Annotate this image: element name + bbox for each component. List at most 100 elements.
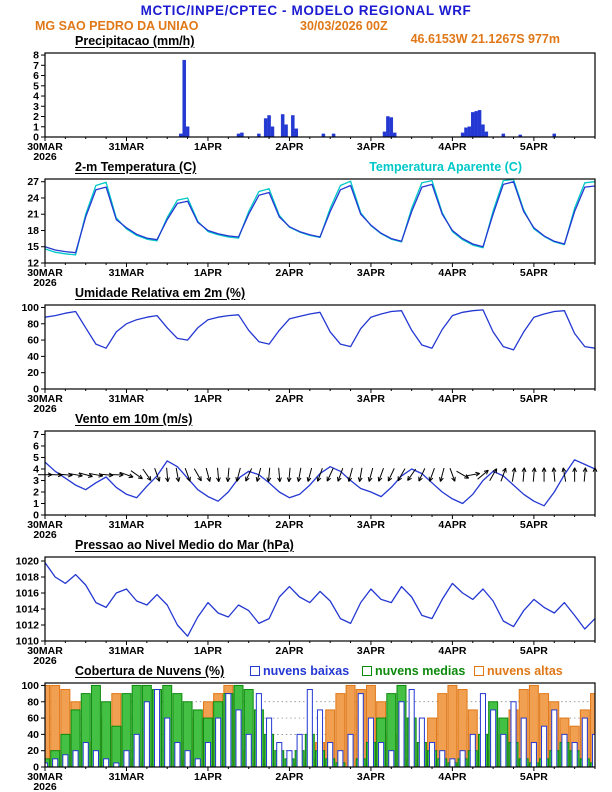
svg-text:2026: 2026: [33, 781, 57, 790]
svg-text:2APR: 2APR: [275, 645, 303, 657]
svg-text:2: 2: [33, 486, 39, 498]
legend-item-mid-clouds: nuvens medias: [362, 664, 465, 678]
svg-text:2APR: 2APR: [275, 519, 303, 531]
svg-text:2: 2: [33, 111, 39, 123]
svg-text:4: 4: [33, 91, 39, 103]
svg-text:3APR: 3APR: [357, 141, 385, 153]
svg-text:1018: 1018: [16, 572, 40, 584]
svg-text:2APR: 2APR: [275, 771, 303, 783]
svg-text:20: 20: [27, 745, 39, 757]
svg-text:0: 0: [33, 132, 39, 144]
svg-text:7: 7: [33, 60, 39, 72]
panel-temperature: 2-m Temperatura (C) Temperatura Aparente…: [0, 160, 612, 286]
svg-text:1010: 1010: [16, 636, 40, 648]
svg-text:4APR: 4APR: [438, 771, 466, 783]
svg-text:6: 6: [33, 440, 39, 452]
svg-text:1APR: 1APR: [194, 645, 222, 657]
svg-text:30MAR: 30MAR: [27, 645, 63, 657]
svg-text:2026: 2026: [33, 151, 57, 160]
svg-text:0: 0: [33, 762, 39, 774]
svg-text:60: 60: [27, 713, 39, 725]
svg-text:7: 7: [33, 429, 39, 441]
high-clouds-legend-label: nuvens altas: [487, 664, 563, 678]
svg-text:5APR: 5APR: [520, 645, 548, 657]
precipitation-title-row: Precipitacao (mm/h) 46.6153W 21.1267S 97…: [0, 32, 612, 50]
svg-text:2026: 2026: [33, 403, 57, 412]
svg-text:2026: 2026: [33, 277, 57, 286]
svg-text:1APR: 1APR: [194, 771, 222, 783]
svg-text:1014: 1014: [16, 604, 40, 616]
svg-text:4APR: 4APR: [438, 267, 466, 279]
wind-title-row: Vento em 10m (m/s): [0, 412, 612, 428]
station-coordinates: 46.6153W 21.1267S 977m: [410, 32, 560, 46]
station-name: MG SAO PEDRO DA UNIAO: [35, 19, 199, 33]
svg-text:5APR: 5APR: [520, 771, 548, 783]
wind-title: Vento em 10m (m/s): [75, 412, 193, 426]
svg-text:100: 100: [21, 680, 39, 692]
svg-text:3APR: 3APR: [357, 771, 385, 783]
apparent-temperature-legend: Temperatura Aparente (C): [369, 160, 522, 174]
svg-text:31MAR: 31MAR: [109, 771, 145, 783]
svg-text:15: 15: [27, 241, 39, 253]
cloud-cover-title-row: Cobertura de Nuvens (%) nuvens baixas nu…: [0, 664, 612, 680]
svg-text:18: 18: [27, 225, 39, 237]
cloud-cover-title: Cobertura de Nuvens (%): [75, 664, 225, 678]
svg-text:3APR: 3APR: [357, 519, 385, 531]
svg-text:8: 8: [33, 50, 39, 62]
svg-text:4APR: 4APR: [438, 393, 466, 405]
svg-text:5: 5: [33, 80, 39, 92]
svg-text:30MAR: 30MAR: [27, 771, 63, 783]
svg-text:1016: 1016: [16, 588, 40, 600]
svg-text:3APR: 3APR: [357, 267, 385, 279]
svg-text:20: 20: [27, 367, 39, 379]
svg-text:31MAR: 31MAR: [109, 141, 145, 153]
legend-item-high-clouds: nuvens altas: [474, 664, 563, 678]
svg-text:24: 24: [27, 192, 39, 204]
svg-text:21: 21: [27, 209, 39, 221]
svg-text:30MAR: 30MAR: [27, 141, 63, 153]
pressure-title: Pressao ao Nivel Medio do Mar (hPa): [75, 538, 294, 552]
svg-text:0: 0: [33, 510, 39, 522]
humidity-title-row: Umidade Relativa em 2m (%): [0, 286, 612, 302]
svg-text:5APR: 5APR: [520, 393, 548, 405]
svg-text:80: 80: [27, 318, 39, 330]
svg-text:5APR: 5APR: [520, 267, 548, 279]
precipitation-title: Precipitacao (mm/h): [75, 34, 195, 48]
figure-title: MCTIC/INPE/CPTEC - MODELO REGIONAL WRF: [140, 3, 472, 18]
svg-text:12: 12: [27, 258, 39, 270]
svg-text:1: 1: [33, 498, 39, 510]
svg-text:3APR: 3APR: [357, 645, 385, 657]
panel-precipitation: Precipitacao (mm/h) 46.6153W 21.1267S 97…: [0, 32, 612, 160]
svg-text:1APR: 1APR: [194, 267, 222, 279]
svg-text:4: 4: [33, 463, 39, 475]
svg-text:2026: 2026: [33, 655, 57, 664]
svg-text:3APR: 3APR: [357, 393, 385, 405]
svg-text:1APR: 1APR: [194, 519, 222, 531]
svg-text:40: 40: [27, 351, 39, 363]
humidity-title: Umidade Relativa em 2m (%): [75, 286, 246, 300]
svg-text:4APR: 4APR: [438, 141, 466, 153]
svg-text:30MAR: 30MAR: [27, 393, 63, 405]
svg-text:27: 27: [27, 176, 39, 188]
svg-text:0: 0: [33, 384, 39, 396]
svg-text:3: 3: [33, 475, 39, 487]
svg-text:4APR: 4APR: [438, 519, 466, 531]
svg-text:2APR: 2APR: [275, 141, 303, 153]
model-run-datetime: 30/03/2026 00Z: [300, 19, 388, 33]
svg-text:31MAR: 31MAR: [109, 519, 145, 531]
svg-text:1: 1: [33, 121, 39, 133]
pressure-title-row: Pressao ao Nivel Medio do Mar (hPa): [0, 538, 612, 554]
svg-text:5APR: 5APR: [520, 519, 548, 531]
svg-text:30MAR: 30MAR: [27, 267, 63, 279]
legend-item-low-clouds: nuvens baixas: [250, 664, 349, 678]
svg-text:6: 6: [33, 70, 39, 82]
svg-text:31MAR: 31MAR: [109, 645, 145, 657]
svg-text:80: 80: [27, 696, 39, 708]
svg-text:3: 3: [33, 101, 39, 113]
svg-text:100: 100: [21, 302, 39, 314]
